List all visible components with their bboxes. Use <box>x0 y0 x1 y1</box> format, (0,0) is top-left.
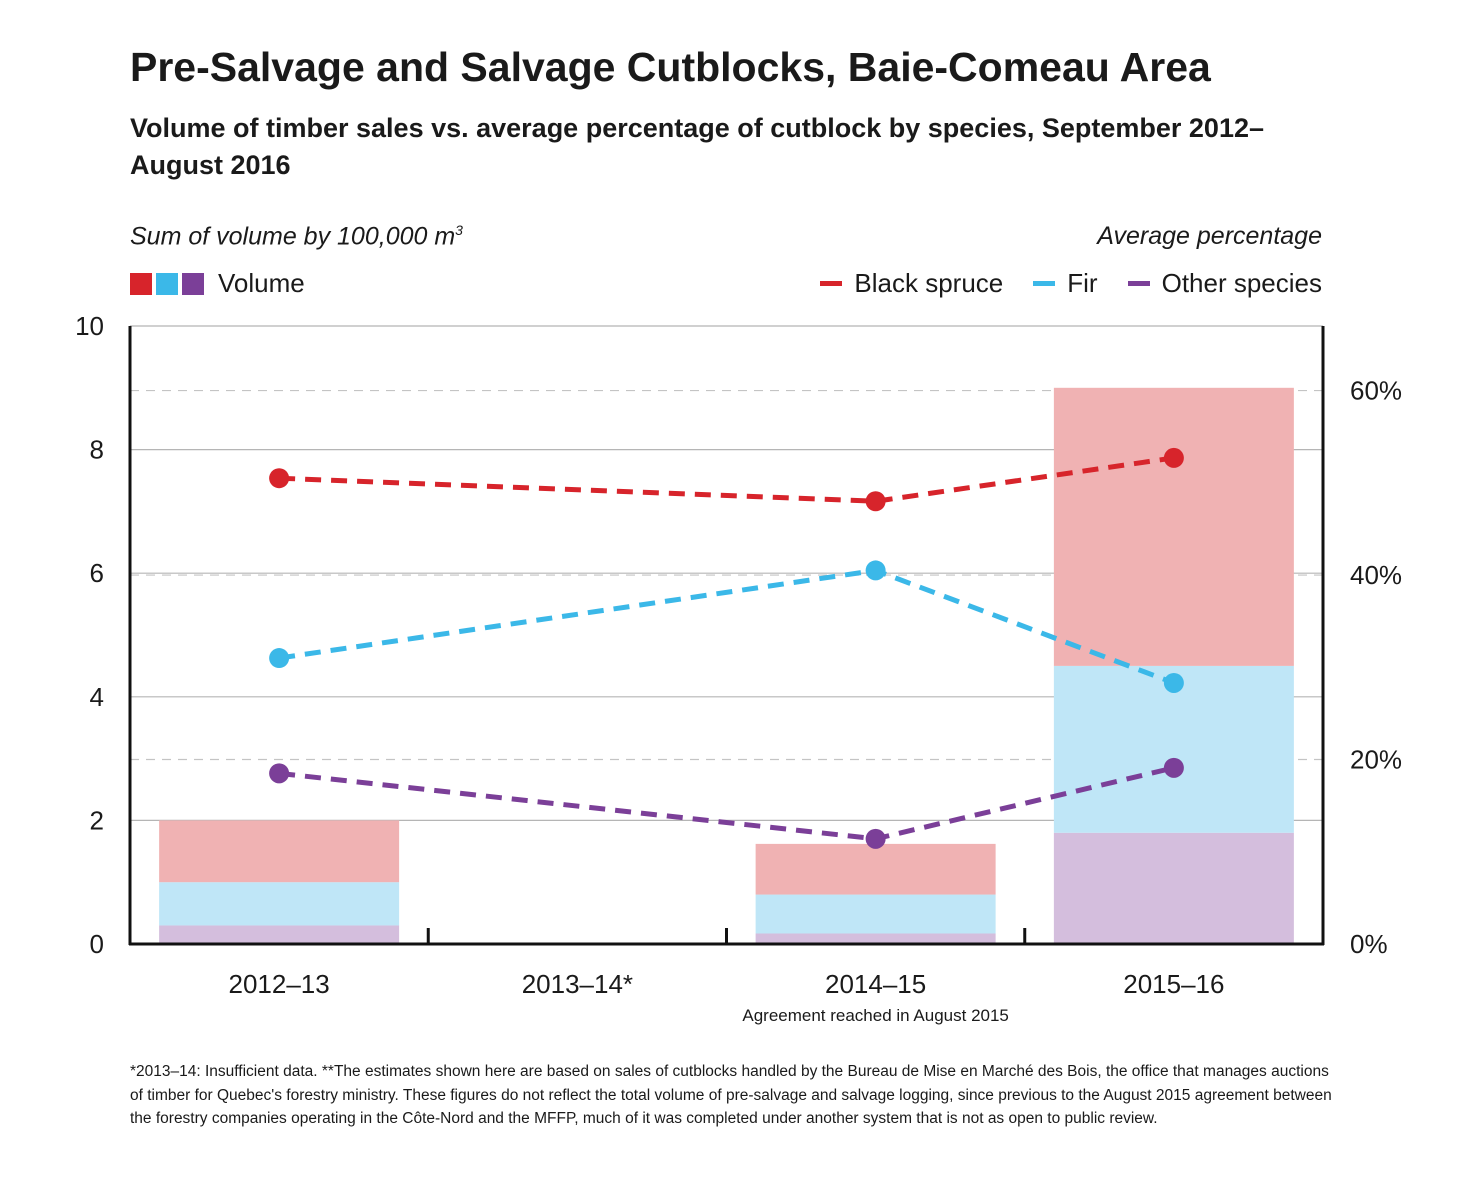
y-tick-left-10: 10 <box>75 311 104 341</box>
y-tick-right-20: 20% <box>1350 745 1402 775</box>
left-axis-title-text: Sum of volume by 100,000 m <box>130 222 456 251</box>
chart-canvas: 0 2 4 6 8 10 0% 20% 40% 60% 2012–13 2013–14* 2014–15… <box>75 311 1402 1025</box>
legend-swatch-fir <box>156 272 178 295</box>
y-tick-right-60: 60% <box>1350 376 1402 406</box>
x-tick-label-1: 2013–14* <box>522 969 633 999</box>
right-axis-title: Average percentage <box>1097 222 1322 250</box>
bar-fir-3 <box>1053 665 1294 833</box>
legend-percentage: Black spruce Fir Other species <box>820 268 1322 299</box>
left-axis-title: Sum of volume by 100,000 m3 <box>130 222 463 251</box>
legend-dash-other <box>1127 281 1150 286</box>
chart-title: Pre-Salvage and Salvage Cutblocks, Baie-… <box>130 44 1211 90</box>
y-tick-left-0: 0 <box>90 929 104 959</box>
y-tick-left-2: 2 <box>90 805 104 835</box>
point-black_spruce-3 <box>1163 447 1184 468</box>
point-fir-0 <box>269 648 290 669</box>
legend-dash-black-spruce <box>820 281 843 286</box>
point-fir-3 <box>1163 672 1184 693</box>
legend-volume: Volume <box>130 268 305 299</box>
left-axis-title-superscript: 3 <box>455 222 463 238</box>
y-tick-left-8: 8 <box>90 435 104 465</box>
x-tick-label-2: 2014–15 <box>825 969 926 999</box>
legend-label-fir: Fir <box>1067 268 1098 298</box>
x-tick-label-3: 2015–16 <box>1123 969 1224 999</box>
footnote: *2013–14: Insufficient data. **The estim… <box>130 1063 1332 1127</box>
legend-dash-fir <box>1033 281 1056 286</box>
bar-other-2 <box>755 933 996 944</box>
point-other-0 <box>269 763 290 784</box>
legend-swatch-other <box>182 272 204 295</box>
legend-swatch-black-spruce <box>130 272 152 295</box>
x-tick-label-0: 2012–13 <box>229 969 330 999</box>
line-fir <box>278 567 1175 686</box>
bar-other-0 <box>159 925 400 944</box>
bar-black_spruce-0 <box>159 820 400 883</box>
legend-volume-label: Volume <box>218 268 305 298</box>
bar-fir-2 <box>755 894 996 934</box>
point-other-3 <box>1163 757 1184 778</box>
legend-label-black-spruce: Black spruce <box>854 268 1004 298</box>
line-black_spruce <box>279 455 1175 504</box>
y-tick-right-40: 40% <box>1350 560 1402 590</box>
legend-label-other: Other species <box>1161 268 1322 298</box>
chart-subtitle: Volume of timber sales vs. average perce… <box>130 113 1264 180</box>
point-black_spruce-2 <box>865 491 886 512</box>
bar-fir-0 <box>159 882 400 926</box>
y-tick-left-4: 4 <box>90 682 104 712</box>
point-other-2 <box>865 828 886 849</box>
line-other <box>278 765 1175 842</box>
y-tick-right-0: 0% <box>1350 929 1388 959</box>
point-black_spruce-0 <box>269 468 290 489</box>
y-tick-left-6: 6 <box>90 558 104 588</box>
annotation-agreement: Agreement reached in August 2015 <box>742 1006 1009 1025</box>
bar-other-3 <box>1053 832 1294 944</box>
bar-black_spruce-2 <box>755 843 996 895</box>
point-fir-2 <box>865 560 886 581</box>
bar-black_spruce-3 <box>1053 387 1294 666</box>
